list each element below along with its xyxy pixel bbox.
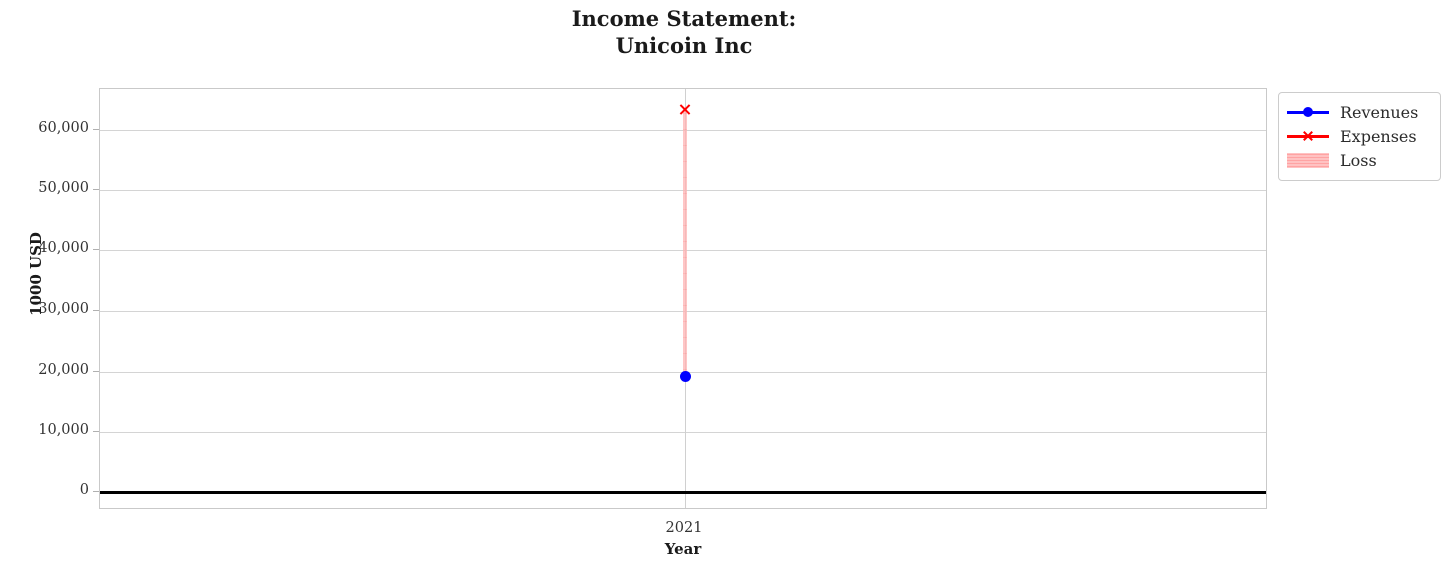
y-tick-label-10000: 10,000 — [38, 422, 89, 438]
y-tick-mark — [93, 431, 99, 433]
y-tick-label-60000: 60,000 — [38, 120, 89, 136]
legend-label-loss: Loss — [1340, 150, 1377, 170]
loss-patch-icon — [1285, 150, 1331, 170]
y-tick-label-20000: 20,000 — [38, 362, 89, 378]
revenues-line-icon — [1285, 102, 1331, 122]
y-tick-mark — [93, 310, 99, 312]
legend-label-expenses: Expenses — [1340, 126, 1417, 146]
y-tick-label-50000: 50,000 — [38, 180, 89, 196]
legend-item-expenses[interactable]: Expenses — [1285, 124, 1434, 148]
datapoint-revenues-2021[interactable] — [679, 370, 691, 382]
y-axis-label: 1000 USD — [27, 232, 45, 316]
loss-fill-band — [683, 109, 687, 376]
y-tick-mark — [93, 249, 99, 251]
y-tick-label-40000: 40,000 — [38, 240, 89, 256]
y-tick-mark — [93, 189, 99, 191]
plot-area — [99, 88, 1267, 509]
gridline-10000 — [100, 432, 1266, 433]
y-tick-label-0: 0 — [79, 482, 89, 498]
y-tick-mark — [93, 491, 99, 493]
y-tick-mark — [93, 371, 99, 373]
y-tick-label-30000: 30,000 — [38, 301, 89, 317]
legend: Revenues Expenses Loss — [1278, 92, 1441, 181]
expenses-line-icon — [1285, 126, 1331, 146]
chart-title: Income Statement: Unicoin Inc — [571, 6, 797, 58]
datapoint-expenses-2021[interactable] — [679, 103, 692, 116]
x-axis-label: Year — [664, 540, 702, 558]
y-tick-mark — [93, 129, 99, 131]
legend-item-revenues[interactable]: Revenues — [1285, 100, 1434, 124]
x-tick-label-2021: 2021 — [665, 520, 703, 536]
legend-label-revenues: Revenues — [1340, 102, 1419, 122]
legend-item-loss[interactable]: Loss — [1285, 148, 1434, 172]
zero-baseline — [100, 491, 1266, 494]
